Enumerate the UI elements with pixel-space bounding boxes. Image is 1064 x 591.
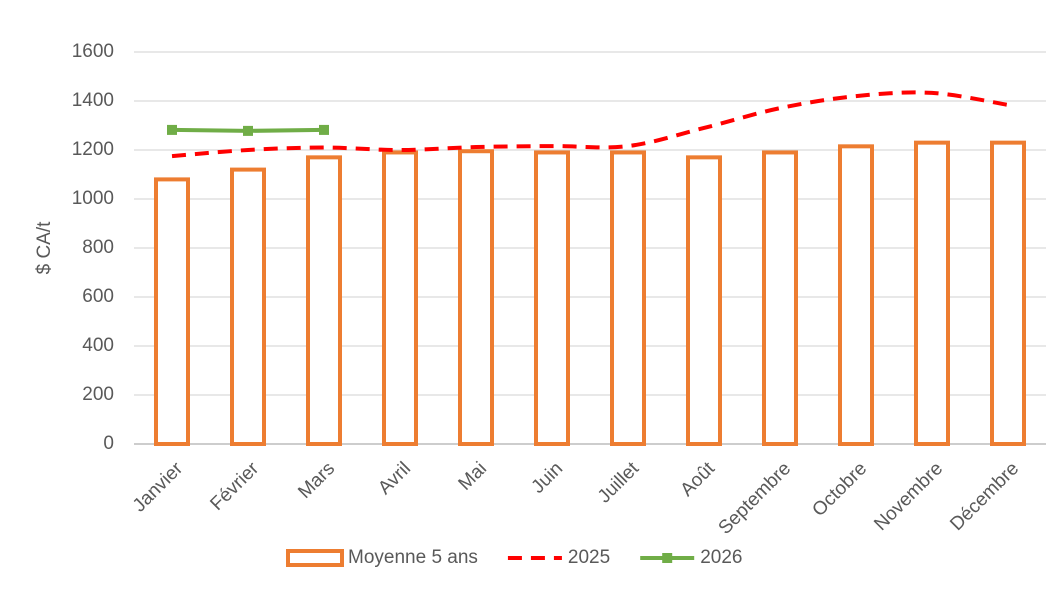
x-tick-label: Août [677, 458, 720, 501]
x-tick-label: Mai [455, 458, 492, 495]
y-tick-label: 200 [82, 384, 114, 405]
x-tick-label: Avril [374, 458, 415, 499]
y-tick-label: 1200 [72, 139, 114, 160]
bar [838, 144, 874, 446]
bar [534, 150, 570, 446]
y-tick-label: 1400 [72, 90, 114, 111]
bar [610, 150, 646, 446]
y-tick-label: 1000 [72, 188, 114, 209]
x-tick-label: Septembre [715, 458, 796, 539]
legend-swatch [286, 549, 344, 567]
bar [762, 150, 798, 446]
y-tick-label: 600 [82, 286, 114, 307]
bar [306, 155, 342, 446]
x-tick-label: Juin [528, 458, 567, 497]
legend-label: 2026 [700, 547, 742, 568]
y-tick-label: 0 [103, 433, 114, 454]
bar [382, 150, 418, 446]
y-axis-label: $ CA/t [34, 221, 55, 275]
x-tick-label: Novembre [870, 458, 947, 535]
bar [990, 140, 1026, 446]
x-tick-label: Mars [294, 458, 339, 503]
bar [914, 140, 950, 446]
bar [686, 155, 722, 446]
x-tick-label: Janvier [129, 458, 188, 517]
line [171, 90, 1009, 159]
bar [154, 177, 190, 446]
x-tick-label: Décembre [946, 458, 1023, 535]
bar [458, 149, 494, 446]
x-tick-label: Juillet [594, 458, 644, 508]
y-tick-label: 400 [82, 335, 114, 356]
legend-marker [662, 553, 673, 563]
y-tick-label: 800 [82, 237, 114, 258]
legend-label: 2025 [568, 547, 610, 568]
marker [319, 124, 329, 135]
marker [167, 124, 177, 135]
marker [243, 125, 253, 136]
bar [230, 167, 266, 446]
x-tick-label: Février [206, 458, 263, 515]
y-tick-label: 1600 [72, 41, 114, 62]
x-tick-label: Octobre [808, 458, 871, 521]
legend-label: Moyenne 5 ans [348, 547, 478, 568]
